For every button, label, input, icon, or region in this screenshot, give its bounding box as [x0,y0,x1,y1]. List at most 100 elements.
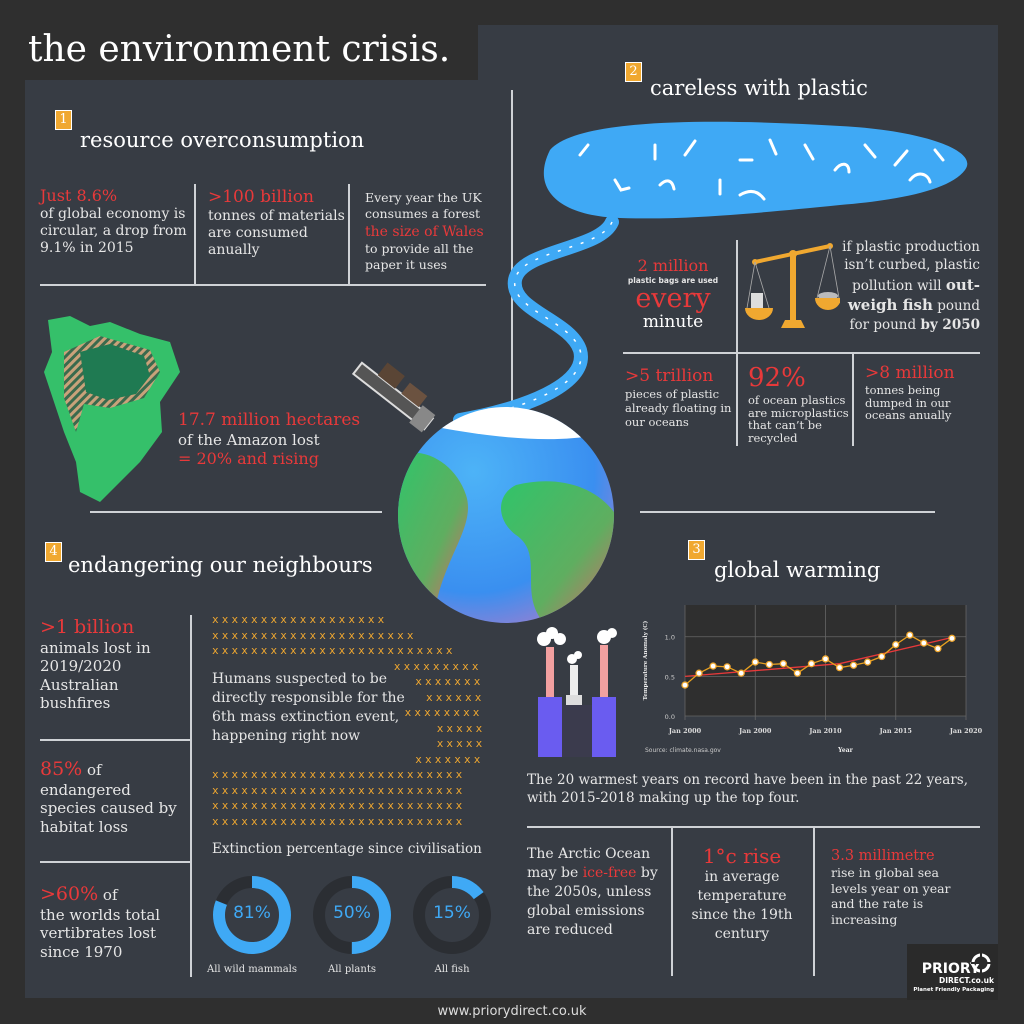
globe-icon [398,407,614,623]
logging-machine-icon [351,361,436,433]
x-row: x x x x x x x [415,675,480,688]
divider [194,184,196,285]
y-tick-label: 1.0 [665,634,675,642]
section-1-heading: resource overconsumption [80,128,365,152]
stat-big-text: every [635,282,711,314]
stat-small-text: plastic bags are used [627,275,719,285]
y-tick-label: 0.5 [665,673,675,681]
x-tick-label: Jan 2015 [879,727,913,735]
data-point [681,681,689,689]
stat-highlight: Just 8.6% [40,186,118,205]
stat-bushfires: >1 billion animals lost in 2019/2020 Aus… [40,616,190,712]
divider [40,861,190,863]
stat-text: minute [642,311,704,332]
stat-materials: >100 billion tonnes of materials are con… [208,187,348,259]
stat-highlight: 17.7 million hectares [178,410,361,430]
stat-trillion-pieces: >5 trillion pieces of plastic already fl… [625,366,735,429]
plastic-stream-icon [453,121,968,427]
stat-text: of ocean plastics are microplastics that… [748,392,849,445]
stat-text: rise in global sea levels year on year a… [831,865,951,927]
data-point [920,639,928,647]
divider [640,511,935,513]
priory-direct-logo[interactable]: PRIORY DIRECT.co.uk Planet Friendly Pack… [907,944,998,1000]
stat-text: of [82,761,102,779]
x-row: x x x x x x x x x x x x x x x x x x x x … [212,814,462,828]
divider [671,828,673,976]
stat-text: the worlds total vertibrates lost since … [40,906,161,961]
section-3-badge: 3 [688,540,705,560]
x-row: x x x x x x x x x x x x x x x x x x x x … [212,628,414,642]
section-4-heading: endangering our neighbours [68,553,373,577]
stat-bold: out-weigh fish [847,275,980,315]
data-point [807,660,816,668]
stat-highlight: >1 billion [40,616,135,638]
y-tick-label: 0.0 [665,713,675,721]
donut-value: 81% [233,903,271,923]
chart-source: Source: climate.nasa.gov [645,747,721,754]
divider [190,615,192,977]
stat-highlight: 1°c rise [702,844,782,868]
data-point [695,669,703,677]
stat-highlight: = 20% and rising [178,449,319,469]
divider [40,284,486,286]
x-row: x x x x x x x x x [393,659,479,673]
x-tick-label: Jan 2000 [738,727,772,735]
x-row: x x x x x x x x x x x x x x x x x x x x … [212,799,462,812]
trend-line [684,636,953,678]
x-axis-label: Year [837,747,853,754]
stat-text: tonnes being dumped in our oceans anuall… [865,383,952,423]
extinction-title: Extinction percentage since civilisation [212,841,482,857]
humans-extinction-text: Humans suspected to be directly responsi… [212,671,405,744]
stat-text: of the Amazon lost [178,430,320,449]
x-row: x x x x x [436,737,483,750]
stat-highlight: >100 billion [208,187,314,207]
footer-url[interactable]: www.priorydirect.co.uk [437,1004,587,1019]
stat-text: of global economy is circular, a drop fr… [40,205,187,256]
data-point [821,655,830,663]
stat-plastic-bags: 2 million plastic bags are used every mi… [618,256,728,332]
data-point [906,631,914,639]
stat-text: tonnes of materials are consumed anually [208,207,345,258]
x-tick-label: Jan 2020 [949,727,983,735]
divider [527,826,980,828]
stat-text: in average temperature since the 19th ce… [691,869,793,942]
stat-sea-level: 3.3 millimetre rise in global sea levels… [831,847,966,928]
stat-highlight: 85% [40,758,83,780]
stat-text: by the 2050s, unless global emissions ar… [527,864,658,938]
data-point [835,663,844,672]
donut-fill [313,876,391,954]
stat-text: Every year the UK consumes a forest [365,190,482,222]
section-2-heading: careless with plastic [650,76,868,100]
stat-highlight: >5 trillion [625,366,714,386]
stat-amazon: 17.7 million hectares of the Amazon lost… [178,410,360,469]
logo-globe-icon [971,953,991,973]
x-row: x x x x x x x x [404,706,480,719]
donut-label: All wild mammals [206,964,298,975]
logo-tagline: Planet Friendly Packaging [913,987,994,993]
divider [348,184,350,285]
data-point [751,658,759,666]
stat-text: pound for pound [849,298,980,333]
stat-temperature-rise: 1°c rise in average temperature since th… [677,844,807,944]
scales-icon [745,243,840,328]
stat-highlight: the size of Wales [365,223,484,240]
data-point [878,652,886,661]
stat-text: animals lost in 2019/2020 Australian bus… [40,639,151,713]
stat-habitat-loss: 85% of endangered species caused by habi… [40,758,190,836]
stat-text: if plastic production isn’t curbed, plas… [842,239,980,294]
donut-chart [413,876,491,954]
factory-icon [537,627,617,757]
x-row: x x x x x x x x x x x x x x x x x x [212,613,384,626]
stat-highlight: >60% [40,883,99,905]
stat-text: to provide all the paper it uses [365,240,474,272]
logo-line2: DIRECT.co.uk [938,976,994,985]
data-point [765,660,773,669]
donut-value: 15% [433,903,471,923]
stat-vertebrates: >60% of the worlds total vertibrates los… [40,883,190,961]
data-point [793,669,802,677]
stat-forest: Every year the UK consumes a forest the … [365,190,500,273]
data-point [892,640,900,649]
stat-text: endangered species caused by habitat los… [40,781,177,836]
donut-value: 50% [333,903,371,923]
page-title: the environment crisis. [28,29,451,70]
